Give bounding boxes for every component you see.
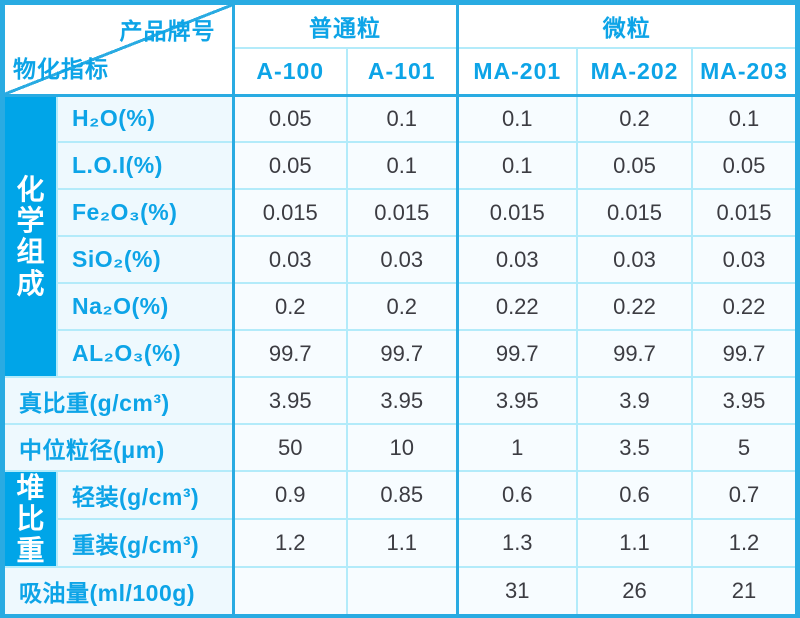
cell-value: 3.9 bbox=[576, 376, 693, 425]
column-header-a101: A-101 bbox=[346, 47, 459, 97]
column-header-ma203: MA-203 bbox=[691, 47, 795, 97]
column-header-ma202: MA-202 bbox=[576, 47, 693, 97]
cell-value: 3.95 bbox=[346, 376, 459, 425]
cell-value: 1.3 bbox=[456, 518, 578, 569]
cell-value: 26 bbox=[576, 566, 693, 615]
cell-value bbox=[232, 566, 348, 615]
cell-value: 1.2 bbox=[691, 518, 795, 569]
cell-value: 0.03 bbox=[691, 235, 795, 284]
column-header-a100: A-100 bbox=[232, 47, 348, 97]
row-label-loi: L.O.I(%) bbox=[56, 141, 235, 190]
cell-value: 31 bbox=[456, 566, 578, 615]
product-spec-table: 产品牌号 物化指标 普通粒 微粒 A-100 A-101 MA-201 MA-2… bbox=[5, 5, 795, 615]
table-row: L.O.I(%) 0.05 0.1 0.1 0.05 0.05 bbox=[5, 141, 795, 190]
cell-value: 0.7 bbox=[691, 469, 795, 521]
row-group-chemical-composition: 化学组成 bbox=[5, 94, 58, 378]
cell-value: 0.05 bbox=[232, 94, 348, 143]
cell-value: 10 bbox=[346, 423, 459, 472]
cell-value: 0.2 bbox=[346, 282, 459, 331]
column-group-ordinary-granule: 普通粒 bbox=[232, 5, 459, 49]
cell-value: 0.03 bbox=[456, 235, 578, 284]
table-row: AL₂O₃(%) 99.7 99.7 99.7 99.7 99.7 bbox=[5, 329, 795, 378]
cell-value: 0.015 bbox=[691, 188, 795, 237]
cell-value: 0.05 bbox=[691, 141, 795, 190]
cell-value: 0.015 bbox=[456, 188, 578, 237]
cell-value: 0.1 bbox=[456, 141, 578, 190]
cell-value: 99.7 bbox=[691, 329, 795, 378]
column-group-fine-particle: 微粒 bbox=[456, 5, 795, 49]
cell-value: 0.22 bbox=[691, 282, 795, 331]
corner-label-phys-chem-index: 物化指标 bbox=[13, 55, 109, 82]
cell-value: 0.22 bbox=[456, 282, 578, 331]
cell-value: 0.2 bbox=[576, 94, 693, 143]
row-label-heavy-packing: 重装(g/cm³) bbox=[56, 518, 235, 569]
table-row: 堆比重 轻装(g/cm³) 0.9 0.85 0.6 0.6 0.7 bbox=[5, 469, 795, 569]
row-label-fe2o3: Fe₂O₃(%) bbox=[56, 188, 235, 237]
cell-value: 0.05 bbox=[232, 141, 348, 190]
row-label-na2o: Na₂O(%) bbox=[56, 282, 235, 331]
table-row: Na₂O(%) 0.2 0.2 0.22 0.22 0.22 bbox=[5, 282, 795, 331]
cell-value: 1.2 bbox=[232, 518, 348, 569]
cell-value: 0.03 bbox=[232, 235, 348, 284]
cell-value: 99.7 bbox=[346, 329, 459, 378]
table-row: 化学组成 H₂O(%) 0.05 0.1 0.1 0.2 0.1 bbox=[5, 94, 795, 378]
cell-value: 99.7 bbox=[576, 329, 693, 378]
row-label-al2o3: AL₂O₃(%) bbox=[56, 329, 235, 378]
row-label-sio2: SiO₂(%) bbox=[56, 235, 235, 284]
cell-value: 0.85 bbox=[346, 469, 459, 521]
cell-value: 3.95 bbox=[456, 376, 578, 425]
row-label-median-particle-size: 中位粒径(μm) bbox=[5, 423, 235, 472]
row-group-bulk-density: 堆比重 bbox=[5, 469, 58, 569]
cell-value: 0.6 bbox=[576, 469, 693, 521]
corner-label-product-grade: 产品牌号 bbox=[119, 18, 216, 44]
table-row: 吸油量(ml/100g) 31 26 21 bbox=[5, 566, 795, 615]
cell-value: 99.7 bbox=[456, 329, 578, 378]
cell-value: 0.015 bbox=[576, 188, 693, 237]
cell-value: 0.015 bbox=[346, 188, 459, 237]
row-label-oil-absorption: 吸油量(ml/100g) bbox=[5, 566, 235, 615]
cell-value: 99.7 bbox=[232, 329, 348, 378]
cell-value: 1.1 bbox=[576, 518, 693, 569]
row-label-h2o: H₂O(%) bbox=[56, 94, 235, 143]
corner-header-cell: 产品牌号 物化指标 bbox=[5, 5, 235, 97]
table-row: SiO₂(%) 0.03 0.03 0.03 0.03 0.03 bbox=[5, 235, 795, 284]
cell-value: 0.015 bbox=[232, 188, 348, 237]
cell-value: 1.1 bbox=[346, 518, 459, 569]
cell-value: 0.6 bbox=[456, 469, 578, 521]
cell-value: 0.03 bbox=[346, 235, 459, 284]
table-row: 真比重(g/cm³) 3.95 3.95 3.95 3.9 3.95 bbox=[5, 376, 795, 425]
cell-value: 0.22 bbox=[576, 282, 693, 331]
cell-value: 3.5 bbox=[576, 423, 693, 472]
cell-value: 0.1 bbox=[691, 94, 795, 143]
row-label-true-specific-gravity: 真比重(g/cm³) bbox=[5, 376, 235, 425]
column-header-ma201: MA-201 bbox=[456, 47, 578, 97]
cell-value: 0.03 bbox=[576, 235, 693, 284]
row-label-light-packing: 轻装(g/cm³) bbox=[56, 469, 235, 521]
table-row: Fe₂O₃(%) 0.015 0.015 0.015 0.015 0.015 bbox=[5, 188, 795, 237]
cell-value: 50 bbox=[232, 423, 348, 472]
cell-value: 3.95 bbox=[691, 376, 795, 425]
cell-value: 0.2 bbox=[232, 282, 348, 331]
cell-value: 21 bbox=[691, 566, 795, 615]
cell-value: 0.1 bbox=[346, 141, 459, 190]
table-row: 中位粒径(μm) 50 10 1 3.5 5 bbox=[5, 423, 795, 472]
cell-value: 0.1 bbox=[346, 94, 459, 143]
cell-value: 5 bbox=[691, 423, 795, 472]
cell-value: 0.9 bbox=[232, 469, 348, 521]
cell-value: 1 bbox=[456, 423, 578, 472]
cell-value: 0.05 bbox=[576, 141, 693, 190]
table-row: 重装(g/cm³) 1.2 1.1 1.3 1.1 1.2 bbox=[5, 518, 795, 569]
cell-value: 0.1 bbox=[456, 94, 578, 143]
cell-value bbox=[346, 566, 459, 615]
cell-value: 3.95 bbox=[232, 376, 348, 425]
